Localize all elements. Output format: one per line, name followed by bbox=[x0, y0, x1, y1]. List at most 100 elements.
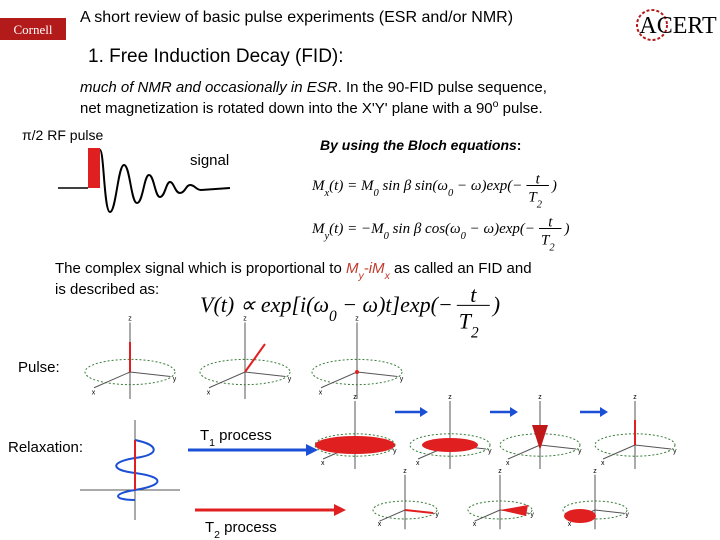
text-run: M bbox=[311, 221, 326, 237]
text-run: T bbox=[200, 427, 209, 444]
axis-label: x bbox=[568, 521, 572, 528]
axis-label: z bbox=[403, 468, 407, 475]
y-axis bbox=[129, 371, 171, 377]
text-run: The complex signal which is proportional… bbox=[55, 260, 346, 277]
bloch-equation: My(t) = −M0 sin β cos(ω0 − ω)exp(− bbox=[311, 221, 535, 242]
fraction-numerator: t bbox=[536, 171, 541, 187]
magnetization-vector bbox=[404, 509, 434, 514]
text-run: 0 bbox=[384, 231, 390, 242]
text-run: 2 bbox=[549, 242, 555, 253]
axis-label: z bbox=[243, 315, 247, 322]
bloch-label: By using the Bloch equations: bbox=[320, 137, 521, 153]
axis-label: y bbox=[288, 376, 292, 383]
equation-close: ) bbox=[491, 292, 500, 317]
pulse-section-label: Pulse: bbox=[18, 359, 60, 376]
text-run: o bbox=[493, 98, 499, 110]
pulse-label: π/2 RF pulse bbox=[22, 127, 103, 143]
text-run: x bbox=[324, 188, 330, 199]
signal-label: signal bbox=[190, 152, 229, 169]
t1-arrowhead bbox=[306, 444, 318, 456]
complex-line: is described as: bbox=[55, 281, 159, 298]
axis-label: y bbox=[173, 376, 177, 383]
y-axis bbox=[244, 371, 286, 377]
axis-label: x bbox=[92, 390, 96, 397]
text-run: M bbox=[346, 260, 359, 277]
y-axis bbox=[539, 444, 577, 450]
text-run: y bbox=[357, 270, 364, 282]
fraction-numerator: t bbox=[470, 282, 477, 307]
text-run: sin β sin(ω bbox=[379, 178, 448, 194]
signal-equation: V(t) ∝ exp[i(ω0 − ω)t]exp(− bbox=[200, 292, 453, 325]
x-axis bbox=[602, 444, 636, 460]
dephased-disk bbox=[564, 509, 596, 523]
axis-label: y bbox=[530, 511, 534, 518]
cone bbox=[532, 425, 548, 450]
xy-plane bbox=[594, 433, 676, 457]
axis-label: x bbox=[321, 460, 325, 467]
text-run: − ω)t]exp(− bbox=[337, 292, 453, 317]
text-run: − ω)exp(− bbox=[453, 178, 522, 194]
text-run: T bbox=[459, 309, 473, 334]
x-axis bbox=[507, 444, 541, 460]
xy-plane bbox=[499, 433, 581, 457]
text-run: − ω)exp(− bbox=[466, 221, 535, 237]
y-axis bbox=[634, 444, 672, 450]
cornell-logo: Cornell bbox=[14, 22, 53, 37]
text-run: process bbox=[215, 427, 272, 444]
intro-line: much of NMR and occasionally in ESR. In … bbox=[80, 79, 547, 96]
axis-label: x bbox=[319, 390, 323, 397]
axis-label: z bbox=[448, 394, 452, 401]
axis-label: y bbox=[488, 448, 492, 455]
x-axis bbox=[320, 371, 358, 389]
bloch-equation: Mx(t) = M0 sin β sin(ω0 − ω)exp(− bbox=[311, 178, 522, 199]
text-run: sin β cos(ω bbox=[389, 221, 461, 237]
x-axis bbox=[379, 509, 406, 522]
text-run: 0 bbox=[373, 188, 379, 199]
acert-logo: ACERT bbox=[639, 13, 717, 39]
text-run: By using the Bloch equations bbox=[320, 137, 517, 153]
text-run: 0 bbox=[461, 231, 467, 242]
axis-label: z bbox=[355, 315, 359, 322]
text-run: 2 bbox=[214, 529, 220, 540]
text-run: (t) = −M bbox=[329, 221, 385, 237]
dephased-disk bbox=[422, 438, 478, 452]
x-axis bbox=[93, 371, 131, 389]
equation-close: ) bbox=[564, 221, 570, 237]
rf-pulse bbox=[88, 148, 100, 188]
complex-line: The complex signal which is proportional… bbox=[55, 260, 532, 282]
t2-label: T2 process bbox=[205, 519, 277, 540]
relax-arrowhead bbox=[510, 407, 518, 417]
fraction-denominator: T2 bbox=[541, 232, 555, 253]
acert-emblem bbox=[636, 9, 668, 41]
axis-label: x bbox=[416, 460, 420, 467]
axis-label: z bbox=[128, 315, 132, 322]
text-run: V(t) ∝ exp[i(ω bbox=[200, 292, 329, 317]
y-axis bbox=[356, 371, 398, 377]
axis-label: x bbox=[207, 390, 211, 397]
x-axis bbox=[474, 509, 501, 522]
heading: 1. Free Induction Decay (FID): bbox=[88, 46, 344, 67]
text-run: process bbox=[220, 519, 277, 536]
t2-arrowhead bbox=[334, 504, 346, 516]
axis-label: z bbox=[353, 394, 357, 401]
text-run: T bbox=[528, 189, 538, 205]
cornell-logo-box bbox=[0, 18, 66, 40]
x-axis bbox=[208, 371, 246, 389]
axis-label: z bbox=[538, 394, 542, 401]
fid-signal bbox=[99, 149, 231, 214]
intro-line: net magnetization is rotated down into t… bbox=[80, 98, 543, 117]
relax-arrowhead bbox=[420, 407, 428, 417]
fraction-denominator: T2 bbox=[459, 309, 479, 342]
text-run: 2 bbox=[537, 199, 543, 210]
equation-close: ) bbox=[551, 178, 557, 194]
magnetization-vector bbox=[244, 343, 266, 373]
dephased-disk bbox=[315, 436, 395, 454]
axis-label: y bbox=[625, 511, 629, 518]
axis-label: z bbox=[593, 468, 597, 475]
text-run: 2 bbox=[471, 324, 479, 341]
text-run: y bbox=[324, 231, 330, 242]
axis-label: y bbox=[393, 448, 397, 455]
text-run: : bbox=[517, 137, 522, 153]
y-axis bbox=[594, 509, 624, 514]
